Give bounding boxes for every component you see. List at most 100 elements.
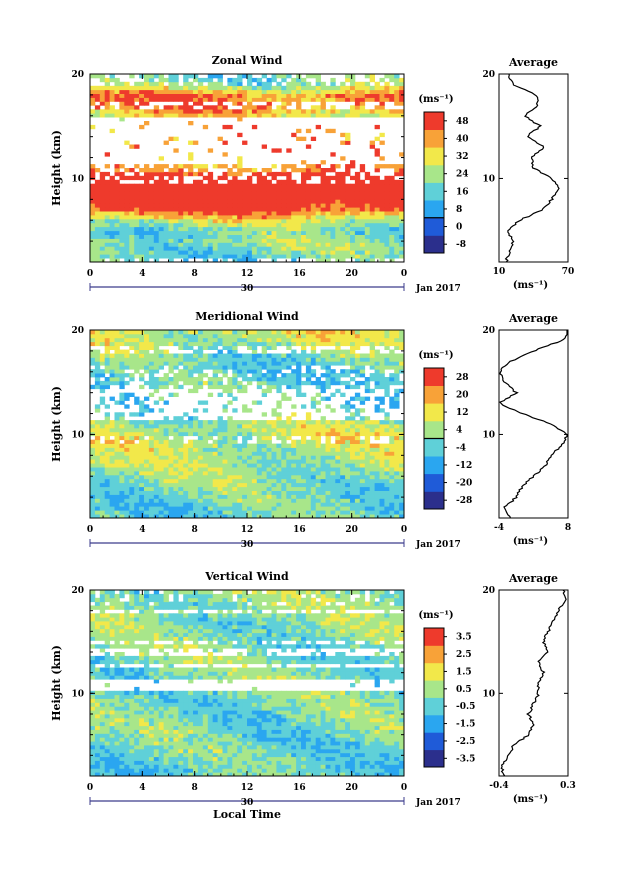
heatmap-cell [173, 341, 179, 347]
heatmap-cell [99, 427, 106, 433]
heatmap-cell [251, 85, 258, 91]
heatmap-cell [286, 113, 292, 118]
heatmap-cell [394, 467, 400, 472]
heatmap-cell [139, 218, 145, 224]
heatmap-cell [315, 431, 321, 437]
heatmap-cell [384, 226, 390, 232]
heatmap-cell [330, 474, 336, 480]
heatmap-cell [139, 353, 145, 358]
heatmap-cell [301, 175, 307, 181]
heatmap-cell [158, 474, 164, 480]
heatmap-cell [173, 502, 179, 507]
heatmap-cell [222, 768, 228, 773]
heatmap-cell [202, 124, 209, 130]
colorbar-tick-label: 28 [456, 373, 469, 383]
heatmap-cell [94, 207, 101, 212]
heatmap-cell [286, 447, 292, 452]
heatmap-cell [296, 77, 302, 83]
heatmap-cell [139, 494, 145, 499]
heatmap-cell [144, 81, 150, 87]
heatmap-cell [399, 341, 405, 347]
heatmap-cell [153, 459, 160, 464]
heatmap-cell [310, 400, 317, 405]
heatmap-cell [124, 226, 130, 232]
heatmap-cell [144, 222, 150, 228]
heatmap-cell [153, 502, 160, 507]
heatmap-cell [276, 250, 282, 255]
heatmap-cell [271, 242, 277, 247]
heatmap-cell [188, 109, 194, 114]
heatmap-cell [296, 467, 302, 472]
heatmap-cell [168, 89, 174, 94]
heatmap-cell [232, 89, 238, 94]
heatmap-cell [163, 341, 169, 347]
heatmap-cell [168, 369, 174, 374]
heatmap-cell [114, 81, 120, 87]
heatmap-cell [148, 85, 155, 91]
heatmap-cell [217, 463, 223, 468]
heatmap-cell [212, 474, 218, 480]
heatmap-cell [124, 365, 130, 370]
heatmap-cell [188, 121, 194, 126]
heatmap-cell [256, 330, 263, 335]
heatmap-cell [202, 447, 209, 452]
heatmap-cell [286, 502, 292, 507]
heatmap-cell [256, 486, 263, 491]
heatmap-cell [320, 234, 326, 239]
heatmap-cell [197, 234, 204, 239]
heatmap-cell [345, 404, 351, 409]
heatmap-cell [379, 238, 385, 243]
heatmap-cell [212, 164, 218, 169]
heatmap-cell [207, 365, 214, 370]
heatmap-cell [163, 459, 169, 464]
heatmap-cell [114, 195, 120, 200]
heatmap-cell [384, 459, 390, 464]
heatmap-cell [276, 400, 282, 405]
heatmap-cell [379, 85, 385, 91]
heatmap-cell [247, 101, 253, 106]
heatmap-cell [173, 764, 179, 769]
heatmap-cell [247, 435, 253, 441]
heatmap-cell [183, 97, 189, 102]
heatmap-cell [369, 431, 375, 437]
heatmap-cell [188, 490, 194, 495]
heatmap-cell [109, 459, 115, 464]
heatmap-cell [389, 494, 395, 499]
heatmap-cell [237, 337, 243, 343]
heatmap-cell [350, 404, 356, 409]
heatmap-cell [389, 357, 395, 362]
heatmap-cell [158, 384, 164, 390]
heatmap-cell [305, 768, 312, 773]
heatmap-cell [261, 105, 267, 110]
heatmap-cell [320, 105, 326, 110]
heatmap-cell [384, 207, 390, 212]
heatmap-cell [183, 471, 189, 476]
heatmap-cell [345, 455, 351, 460]
heatmap-cell [354, 510, 361, 515]
heatmap-cell [305, 203, 312, 208]
heatmap-cell [320, 175, 326, 181]
heatmap-cell [207, 431, 214, 437]
heatmap-cell [340, 81, 346, 87]
heatmap-cell [394, 89, 400, 94]
profile-line [504, 73, 560, 263]
heatmap-cell [212, 93, 218, 98]
heatmap-cell [188, 218, 194, 224]
heatmap-cell [310, 427, 317, 433]
heatmap-cell [197, 357, 204, 362]
heatmap-cell [315, 510, 321, 515]
heatmap-cell [94, 211, 101, 216]
heatmap-cell [94, 242, 101, 247]
heatmap-cell [168, 474, 174, 480]
heatmap-cell [384, 514, 390, 519]
heatmap-cell [158, 254, 164, 259]
heatmap-cell [340, 459, 346, 464]
heatmap-cell [271, 447, 277, 452]
heatmap-cell [104, 183, 110, 188]
heatmap-cell [148, 74, 155, 79]
heatmap-cell [193, 478, 199, 484]
heatmap-cell [320, 109, 326, 114]
heatmap-cell [94, 494, 101, 499]
heatmap-cell [389, 330, 395, 335]
